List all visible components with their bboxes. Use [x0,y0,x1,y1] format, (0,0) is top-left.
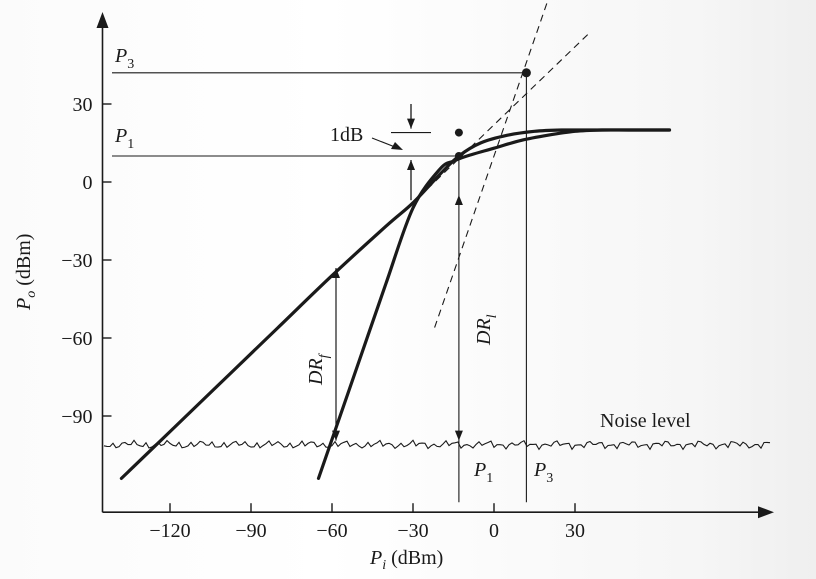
p1-linear-point [454,128,463,137]
dr-l-label: DRl [473,314,500,346]
y-axis-title: Po (dBm) [13,234,39,311]
fundamental-output-curve [119,128,672,480]
fundamental-extrapolation [418,33,589,198]
third-order-extrapolation [434,0,549,328]
x-axis-arrowhead [758,506,774,519]
x-tick-label: 0 [489,520,499,542]
noise-level-line [103,439,771,451]
one-db-pointer-head [391,142,403,150]
intercept-point [521,68,531,78]
y-tick-label: 30 [73,94,93,116]
p1-bottom-label: P1 [473,459,493,486]
x-tick-label: −90 [235,520,266,542]
dr-l-arrow-bottom [454,430,463,441]
dr-l-arrow-top [454,195,463,205]
noise-floor [103,439,771,451]
p3-bottom-label: P3 [533,459,553,486]
one-db-pointer [371,137,396,148]
p1-compressed-point [454,152,463,160]
axes [96,12,774,519]
p1-left-label: P1 [114,125,134,152]
dr-f-label: DRf [305,352,332,386]
p3-left-label: P3 [114,45,134,72]
x-tick-label: −60 [316,520,347,542]
x-tick-label: 30 [565,520,585,542]
tick-marks: −120 −90 −60 −30 0 30 30 0 −30 −60 −90 [61,94,585,542]
y-axis-arrowhead [96,12,109,28]
dr-f-arrow-bottom [332,430,340,441]
x-tick-label: −30 [397,520,428,542]
marked-points [454,68,531,160]
one-db-label: 1dB [330,124,363,146]
y-tick-label: −90 [61,406,92,428]
y-tick-label: −60 [61,328,92,350]
y-tick-label: 0 [83,172,93,194]
third-order-output-curve [316,128,672,480]
series-lines [119,128,672,480]
one-db-arrow-bottom-head [407,160,415,170]
one-db-arrow-top-head [407,118,415,129]
guide-lines [112,0,589,503]
x-axis-title: Pi (dBm) [369,547,443,573]
y-tick-label: −30 [61,250,92,272]
dr-f-arrow-top [332,268,340,278]
noise-level-label: Noise level [600,410,691,432]
x-tick-label: −120 [149,520,190,542]
annotations [332,104,463,441]
